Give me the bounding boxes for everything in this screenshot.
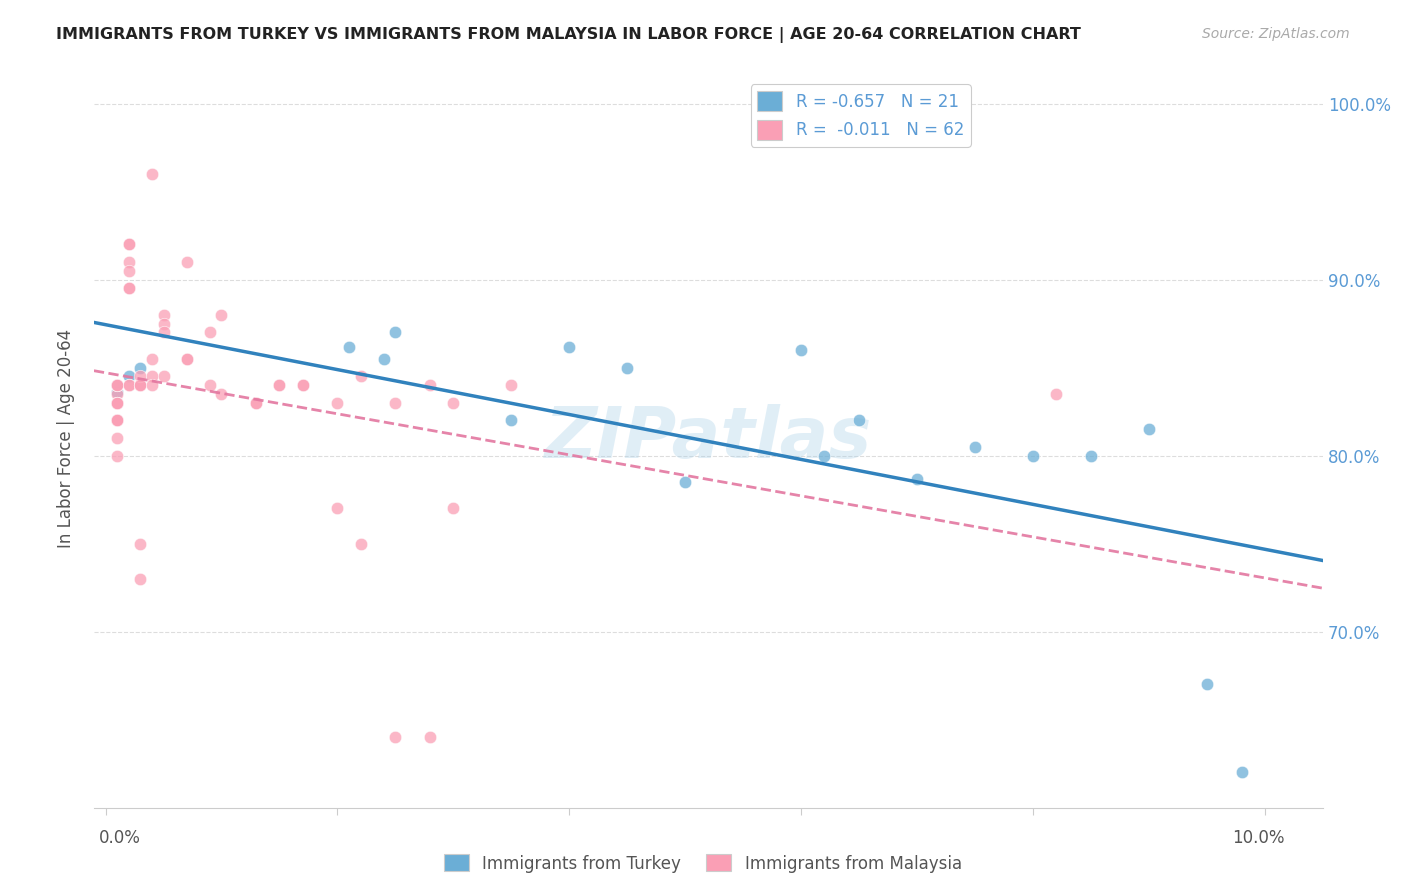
Text: IMMIGRANTS FROM TURKEY VS IMMIGRANTS FROM MALAYSIA IN LABOR FORCE | AGE 20-64 CO: IMMIGRANTS FROM TURKEY VS IMMIGRANTS FRO…: [56, 27, 1081, 43]
Point: [105, 449, 128, 463]
Point: [105, 378, 128, 392]
Point: [118, 264, 141, 278]
Point: [326, 501, 349, 516]
Point: [245, 396, 267, 410]
Point: [384, 326, 406, 340]
Point: [1045, 387, 1067, 401]
Point: [245, 396, 267, 410]
Point: [105, 396, 128, 410]
Point: [1197, 677, 1219, 691]
Point: [105, 396, 128, 410]
Point: [441, 501, 464, 516]
Point: [373, 351, 395, 366]
Point: [211, 387, 233, 401]
Point: [441, 396, 464, 410]
Point: [326, 396, 349, 410]
Point: [105, 413, 128, 427]
Point: [1230, 765, 1253, 780]
Point: [118, 369, 141, 384]
Point: [1022, 449, 1045, 463]
Point: [129, 378, 152, 392]
Point: [152, 317, 174, 331]
Point: [105, 413, 128, 427]
Point: [105, 378, 128, 392]
Point: [965, 440, 987, 454]
Point: [105, 378, 128, 392]
Point: [105, 378, 128, 392]
Point: [291, 378, 314, 392]
Point: [501, 378, 523, 392]
Point: [419, 378, 441, 392]
Point: [269, 378, 291, 392]
Point: [105, 396, 128, 410]
Point: [337, 340, 360, 354]
Point: [118, 281, 141, 295]
Point: [118, 237, 141, 252]
Point: [350, 536, 373, 550]
Point: [152, 369, 174, 384]
Point: [905, 471, 928, 485]
Point: [176, 351, 198, 366]
Point: [501, 413, 523, 427]
Point: [152, 308, 174, 322]
Point: [558, 340, 581, 354]
Point: [105, 396, 128, 410]
Point: [176, 351, 198, 366]
Text: Source: ZipAtlas.com: Source: ZipAtlas.com: [1202, 27, 1350, 41]
Point: [105, 413, 128, 427]
Point: [118, 281, 141, 295]
Point: [129, 572, 152, 586]
Point: [291, 378, 314, 392]
Point: [1137, 422, 1160, 436]
Point: [211, 308, 233, 322]
Text: 10.0%: 10.0%: [1232, 829, 1285, 847]
Point: [129, 360, 152, 375]
Point: [129, 536, 152, 550]
Point: [673, 475, 696, 489]
Point: [384, 730, 406, 744]
Point: [813, 449, 835, 463]
Point: [141, 351, 163, 366]
Point: [118, 378, 141, 392]
Point: [118, 378, 141, 392]
Point: [198, 378, 221, 392]
Point: [790, 343, 813, 357]
Legend: Immigrants from Turkey, Immigrants from Malaysia: Immigrants from Turkey, Immigrants from …: [437, 847, 969, 880]
Point: [419, 730, 441, 744]
Point: [105, 396, 128, 410]
Point: [129, 378, 152, 392]
Y-axis label: In Labor Force | Age 20-64: In Labor Force | Age 20-64: [58, 328, 75, 548]
Point: [152, 326, 174, 340]
Point: [118, 255, 141, 269]
Point: [198, 326, 221, 340]
Point: [350, 369, 373, 384]
Point: [129, 369, 152, 384]
Point: [129, 378, 152, 392]
Point: [1080, 449, 1102, 463]
Point: [141, 167, 163, 181]
Point: [105, 431, 128, 445]
Point: [118, 237, 141, 252]
Text: 0.0%: 0.0%: [98, 829, 141, 847]
Point: [848, 413, 870, 427]
Point: [141, 369, 163, 384]
Point: [141, 378, 163, 392]
Legend: R = -0.657   N = 21, R =  -0.011   N = 62: R = -0.657 N = 21, R = -0.011 N = 62: [751, 84, 970, 146]
Point: [616, 360, 638, 375]
Point: [105, 385, 128, 400]
Point: [105, 413, 128, 427]
Point: [176, 255, 198, 269]
Point: [269, 378, 291, 392]
Point: [105, 387, 128, 401]
Text: ZIPatlas: ZIPatlas: [546, 403, 872, 473]
Point: [384, 396, 406, 410]
